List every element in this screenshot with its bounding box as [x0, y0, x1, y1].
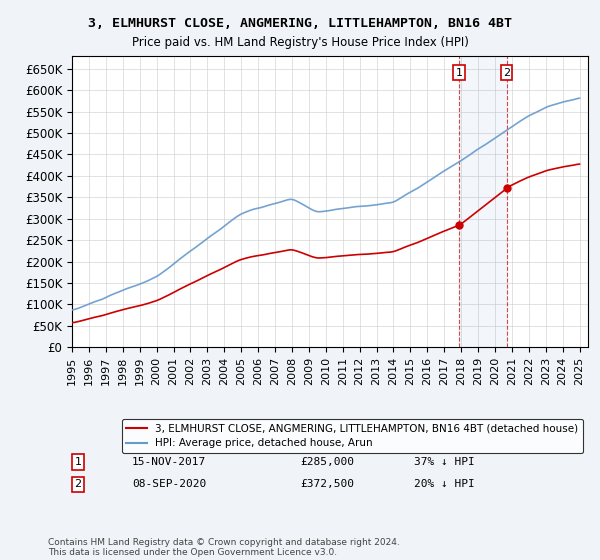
Text: 20% ↓ HPI: 20% ↓ HPI [414, 479, 475, 489]
Text: £285,000: £285,000 [300, 457, 354, 467]
Text: 1: 1 [74, 457, 82, 467]
Text: Contains HM Land Registry data © Crown copyright and database right 2024.
This d: Contains HM Land Registry data © Crown c… [48, 538, 400, 557]
Text: 3, ELMHURST CLOSE, ANGMERING, LITTLEHAMPTON, BN16 4BT: 3, ELMHURST CLOSE, ANGMERING, LITTLEHAMP… [88, 17, 512, 30]
Text: £372,500: £372,500 [300, 479, 354, 489]
Text: 1: 1 [455, 68, 463, 78]
Text: Price paid vs. HM Land Registry's House Price Index (HPI): Price paid vs. HM Land Registry's House … [131, 36, 469, 49]
Text: 2: 2 [503, 68, 510, 78]
Text: 2: 2 [74, 479, 82, 489]
Legend: 3, ELMHURST CLOSE, ANGMERING, LITTLEHAMPTON, BN16 4BT (detached house), HPI: Ave: 3, ELMHURST CLOSE, ANGMERING, LITTLEHAMP… [122, 419, 583, 452]
Bar [459, 56, 506, 347]
Text: 37% ↓ HPI: 37% ↓ HPI [414, 457, 475, 467]
Text: 08-SEP-2020: 08-SEP-2020 [132, 479, 206, 489]
Text: 15-NOV-2017: 15-NOV-2017 [132, 457, 206, 467]
